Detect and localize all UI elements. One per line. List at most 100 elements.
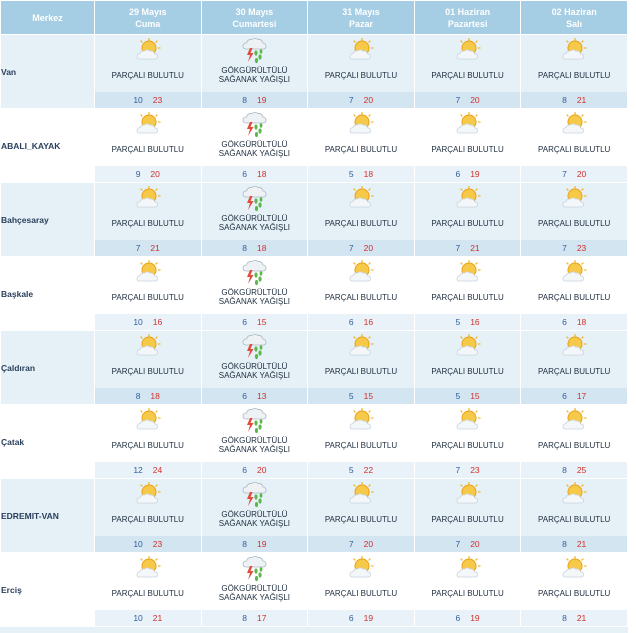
max-temp: 20 — [257, 465, 267, 475]
forecast-cell: PARÇALI BULUTLU 5 18 — [307, 108, 415, 183]
min-temp: 6 — [455, 613, 461, 623]
forecast-cell: PARÇALI BULUTLU 5 15 — [413, 330, 522, 405]
min-temp: 8 — [562, 613, 567, 623]
city-name[interactable]: Başkale — [0, 256, 95, 331]
condition-text: PARÇALI BULUTLU — [111, 366, 184, 376]
header-day: 31 Mayıs Pazar — [307, 0, 415, 35]
max-temp: 20 — [363, 95, 374, 105]
city-name[interactable]: Van — [0, 34, 95, 109]
city-name[interactable]: EDREMIT-VAN — [0, 478, 95, 553]
city-row: Çatak PARÇALI BULUTLU 12 24 GÖKGÜRÜLTÜLÜ SAĞ… — [0, 404, 628, 479]
min-temp: 6 — [242, 465, 248, 475]
max-temp: 16 — [470, 317, 480, 327]
max-temp: 25 — [576, 465, 587, 475]
temperature-range: 5 22 — [308, 462, 414, 478]
thunderstorm-icon — [202, 183, 308, 213]
forecast-cell: GÖKGÜRÜLTÜLÜ SAĞANAK YAĞIŞLI 6 13 — [200, 330, 309, 405]
temperature-range: 6 17 — [521, 388, 627, 404]
city-name[interactable]: Erciş — [0, 552, 95, 627]
forecast-cell: PARÇALI BULUTLU 10 23 — [94, 478, 202, 553]
temperature-range: 8 21 — [521, 92, 627, 108]
forecast-cell: PARÇALI BULUTLU 7 20 — [413, 478, 522, 553]
min-temp: 8 — [562, 539, 567, 549]
temperature-range: 6 18 — [201, 166, 308, 182]
partly-cloudy-icon — [415, 553, 521, 583]
min-temp: 7 — [455, 243, 461, 253]
condition-text: PARÇALI BULUTLU — [538, 588, 611, 598]
city-name[interactable]: Çatak — [0, 404, 95, 479]
min-temp: 7 — [348, 95, 354, 105]
max-temp: 17 — [257, 613, 267, 623]
city-name[interactable]: ABALI_KAYAK — [0, 108, 95, 183]
temperature-range: 7 20 — [521, 166, 627, 182]
partly-cloudy-icon — [521, 553, 627, 583]
max-temp: 19 — [470, 169, 480, 179]
condition-text: PARÇALI BULUTLU — [431, 588, 504, 598]
max-temp: 13 — [257, 391, 267, 401]
condition-text: PARÇALI BULUTLU — [538, 366, 611, 376]
forecast-cell: PARÇALI BULUTLU 8 18 — [94, 330, 202, 405]
forecast-cell: GÖKGÜRÜLTÜLÜ SAĞANAK YAĞIŞLI 6 20 — [200, 404, 309, 479]
city-name[interactable]: Çaldıran — [0, 330, 95, 405]
temperature-range: 5 15 — [414, 388, 521, 404]
temperature-range: 7 23 — [521, 240, 627, 256]
min-temp: 6 — [242, 169, 248, 179]
header-weekday: Salı — [566, 18, 583, 29]
forecast-cell: PARÇALI BULUTLU 7 20 — [520, 108, 628, 183]
forecast-body: Van PARÇALI BULUTLU 10 23 GÖKGÜRÜLTÜLÜ SAĞAN… — [0, 34, 628, 627]
partly-cloudy-icon — [95, 553, 201, 583]
partly-cloudy-icon — [95, 479, 201, 509]
thunderstorm-icon — [202, 405, 308, 435]
condition-text: PARÇALI BULUTLU — [431, 144, 504, 154]
temperature-range: 9 20 — [95, 166, 201, 182]
partly-cloudy-icon — [308, 553, 414, 583]
forecast-cell: PARÇALI BULUTLU 7 23 — [413, 404, 522, 479]
min-temp: 8 — [242, 539, 248, 549]
condition-text: GÖKGÜRÜLTÜLÜ SAĞANAK YAĞIŞLI — [218, 140, 291, 158]
max-temp: 18 — [576, 317, 587, 327]
temperature-range: 12 24 — [95, 462, 201, 478]
temperature-range: 7 20 — [308, 240, 414, 256]
thunderstorm-icon — [202, 109, 308, 139]
forecast-cell: PARÇALI BULUTLU 7 20 — [307, 182, 415, 257]
condition-text: PARÇALI BULUTLU — [431, 366, 504, 376]
max-temp: 23 — [152, 539, 163, 549]
max-temp: 24 — [152, 465, 163, 475]
temperature-range: 8 21 — [521, 536, 627, 552]
forecast-cell: PARÇALI BULUTLU 8 21 — [520, 478, 628, 553]
temperature-range: 10 16 — [95, 314, 201, 330]
max-temp: 20 — [150, 169, 160, 179]
condition-text: PARÇALI BULUTLU — [324, 70, 398, 80]
condition-text: PARÇALI BULUTLU — [538, 70, 611, 80]
forecast-cell: PARÇALI BULUTLU 6 19 — [413, 108, 522, 183]
forecast-cell: PARÇALI BULUTLU 7 23 — [520, 182, 628, 257]
partly-cloudy-icon — [521, 479, 627, 509]
max-temp: 18 — [257, 169, 267, 179]
condition-text: PARÇALI BULUTLU — [324, 588, 398, 598]
partly-cloudy-icon — [95, 257, 201, 287]
condition-text: PARÇALI BULUTLU — [431, 440, 504, 450]
city-row: Van PARÇALI BULUTLU 10 23 GÖKGÜRÜLTÜLÜ SAĞAN… — [0, 34, 628, 109]
partly-cloudy-icon — [308, 257, 414, 287]
temperature-range: 6 19 — [414, 610, 521, 626]
partly-cloudy-icon — [308, 479, 414, 509]
forecast-cell: GÖKGÜRÜLTÜLÜ SAĞANAK YAĞIŞLI 6 15 — [200, 256, 309, 331]
condition-text: PARÇALI BULUTLU — [324, 366, 398, 376]
min-temp: 6 — [562, 391, 567, 401]
condition-text: PARÇALI BULUTLU — [431, 514, 504, 524]
condition-text: PARÇALI BULUTLU — [111, 514, 184, 524]
forecast-cell: PARÇALI BULUTLU 8 25 — [520, 404, 628, 479]
temperature-range: 7 20 — [308, 92, 414, 108]
city-name[interactable]: Bahçesaray — [0, 182, 95, 257]
temperature-range: 6 19 — [414, 166, 521, 182]
max-temp: 16 — [363, 317, 374, 327]
max-temp: 21 — [576, 95, 587, 105]
max-temp: 23 — [470, 465, 480, 475]
min-temp: 6 — [455, 169, 461, 179]
header-date: 01 Haziran — [445, 6, 491, 17]
header-date: 29 Mayıs — [129, 6, 167, 17]
temperature-range: 6 16 — [308, 314, 414, 330]
forecast-cell: PARÇALI BULUTLU 8 21 — [520, 34, 628, 109]
min-temp: 5 — [455, 391, 461, 401]
condition-text: PARÇALI BULUTLU — [111, 440, 184, 450]
